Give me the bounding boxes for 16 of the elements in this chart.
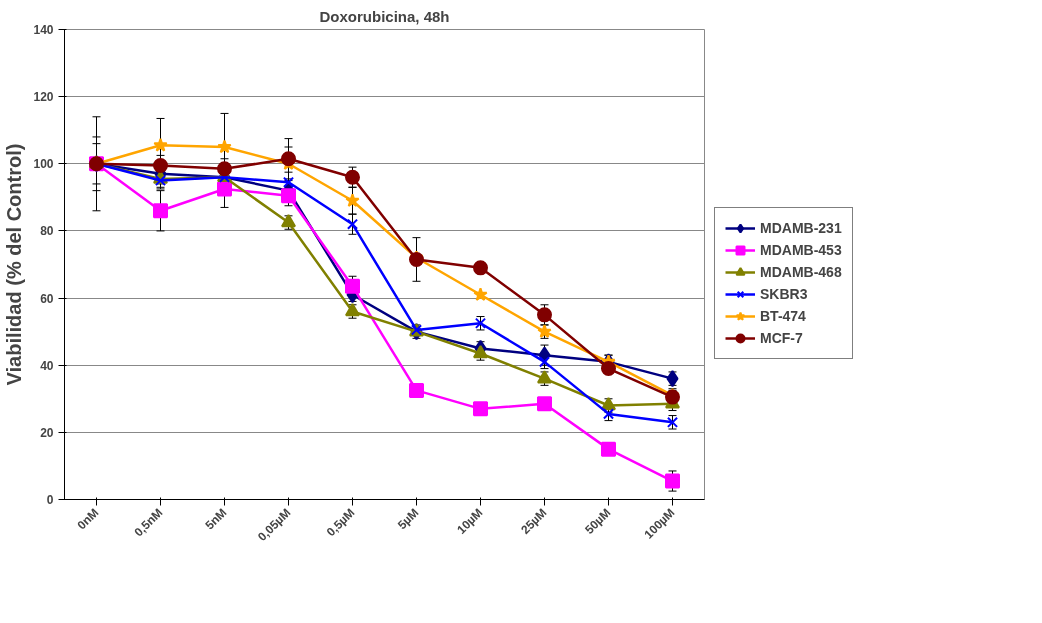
y-axis-title: Viabilidad (% del Control): [3, 143, 26, 386]
legend-label: MDAMB-231: [760, 220, 842, 236]
legend-label: MCF-7: [760, 330, 803, 346]
legend-label: MDAMB-453: [760, 242, 842, 258]
legend-label: MDAMB-468: [760, 264, 842, 280]
y-tick-label: 40: [40, 358, 54, 373]
y-tick-label: 140: [33, 23, 54, 37]
y-tick-label: 0: [46, 493, 54, 507]
legend-label: BT-474: [760, 308, 806, 324]
y-tick-label: 100: [33, 157, 54, 172]
y-tick-label: 20: [40, 425, 54, 440]
y-tick-label: 80: [40, 224, 54, 239]
legend-label: SKBR3: [760, 286, 808, 302]
y-tick-label: 120: [33, 90, 54, 105]
chart-title: Doxorubicina, 48h: [319, 7, 450, 25]
y-tick-label: 60: [40, 291, 54, 306]
